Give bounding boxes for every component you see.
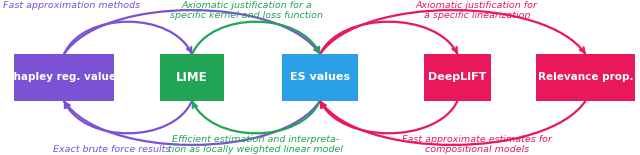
FancyBboxPatch shape <box>160 54 224 101</box>
Text: Axiomatic justification for a
specific kernel and loss function: Axiomatic justification for a specific k… <box>170 1 323 20</box>
Text: Relevance prop.: Relevance prop. <box>538 73 634 82</box>
Text: Exact brute force results: Exact brute force results <box>53 145 171 154</box>
Text: Axiomatic justification for
a specific linearization: Axiomatic justification for a specific l… <box>416 1 538 20</box>
FancyBboxPatch shape <box>15 54 114 101</box>
FancyBboxPatch shape <box>282 54 358 101</box>
Text: Fast approximate estimates for
compositional models: Fast approximate estimates for compositi… <box>402 135 552 154</box>
Text: ES values: ES values <box>290 73 350 82</box>
FancyBboxPatch shape <box>424 54 492 101</box>
Text: LIME: LIME <box>176 71 208 84</box>
Text: DeepLIFT: DeepLIFT <box>428 73 487 82</box>
Text: Efficient estimation and interpreta-
tion as locally weighted linear model: Efficient estimation and interpreta- tio… <box>168 135 344 154</box>
FancyBboxPatch shape <box>536 54 636 101</box>
Text: Shapley reg. values: Shapley reg. values <box>6 73 122 82</box>
Text: Fast approximation methods: Fast approximation methods <box>3 1 140 10</box>
